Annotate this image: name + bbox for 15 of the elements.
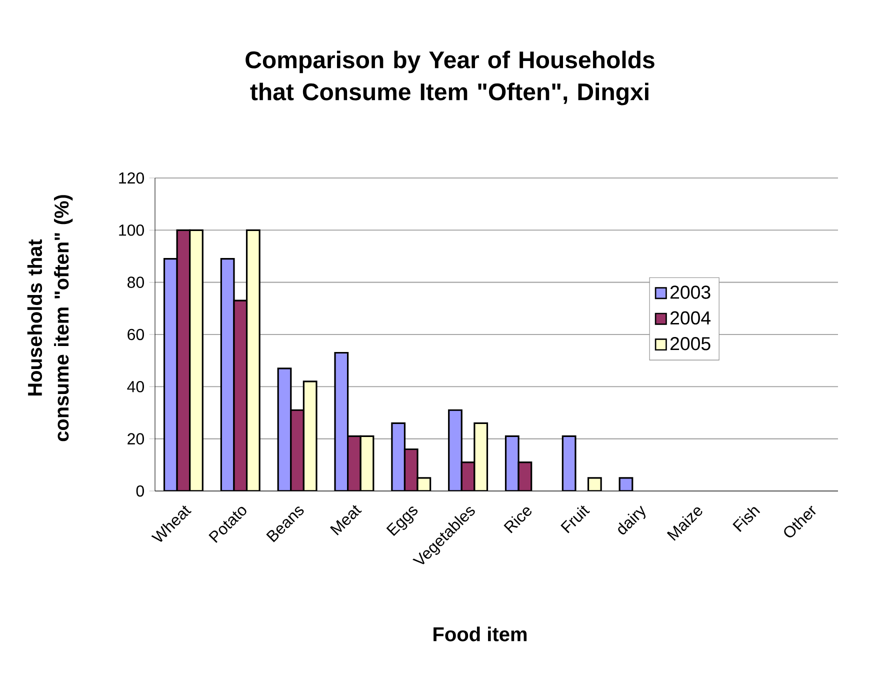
y-tick-label: 100: [119, 224, 144, 236]
y-tick-label: 60: [128, 328, 144, 340]
x-tick-label: Rice: [504, 507, 532, 534]
y-tick-label: 80: [127, 276, 144, 288]
legend-label: 2004: [670, 311, 711, 325]
y-axis-title: Households that consume item "often" (%): [27, 195, 73, 442]
legend-label: 2005: [670, 337, 710, 350]
y-tick-label: 20: [128, 433, 144, 444]
x-axis-title: Food item: [434, 626, 527, 642]
chart-title: Comparison by Year of Households that Consume Item "Often", Dingxi: [246, 50, 654, 106]
x-tick-label: Fish: [732, 507, 760, 532]
legend-label: 2003: [670, 286, 710, 299]
y-tick-label: 120: [119, 172, 144, 184]
y-tick-label: 40: [127, 380, 144, 392]
y-tick-label: 0: [136, 485, 144, 497]
